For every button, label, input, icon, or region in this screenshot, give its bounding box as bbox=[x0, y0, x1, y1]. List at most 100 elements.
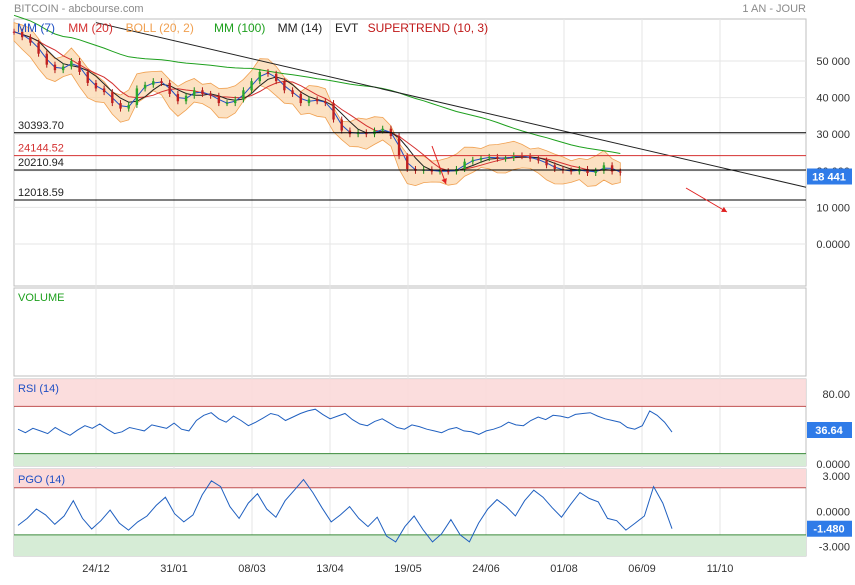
bollinger-band bbox=[13, 22, 621, 187]
candle-body bbox=[307, 99, 311, 104]
legend-item: MM (20) bbox=[68, 21, 113, 35]
rsi-last-value: 36.64 bbox=[815, 425, 843, 437]
candle-body bbox=[594, 170, 597, 173]
candle-body bbox=[152, 81, 155, 85]
arrow-1-shaft bbox=[431, 145, 447, 185]
candle-body bbox=[234, 99, 237, 104]
legend-item: MM (7) bbox=[17, 21, 55, 35]
candle-body bbox=[381, 128, 384, 131]
candle-body bbox=[168, 82, 171, 94]
candle-body bbox=[12, 31, 16, 33]
volume-label: VOLUME bbox=[18, 292, 64, 304]
rsi-line bbox=[17, 408, 673, 436]
candle-body bbox=[217, 95, 221, 104]
candle-body bbox=[553, 165, 556, 169]
rsi-value-tag bbox=[807, 422, 852, 438]
candle-body bbox=[160, 81, 163, 83]
candle-body bbox=[291, 90, 294, 94]
legend-item: BOLL (20, 2) bbox=[126, 21, 194, 35]
x-tick-label: 24/12 bbox=[82, 563, 110, 575]
period-label[interactable]: 1 AN - JOUR bbox=[742, 3, 806, 15]
y-tick-label: 50 000 bbox=[816, 56, 850, 68]
candle-body bbox=[119, 103, 122, 109]
candle-body bbox=[438, 171, 442, 173]
candle-body bbox=[496, 156, 499, 159]
candle-body bbox=[569, 170, 573, 172]
candle-body bbox=[135, 88, 139, 105]
candle-body bbox=[324, 101, 327, 104]
legend-item: SUPERTREND (10, 3) bbox=[368, 21, 488, 35]
x-tick-label: 11/10 bbox=[707, 563, 734, 575]
candle-body bbox=[299, 93, 302, 104]
x-tick-label: 31/01 bbox=[160, 563, 188, 575]
y-tick-label: 10 000 bbox=[816, 202, 850, 214]
candle-body bbox=[406, 156, 409, 169]
rsi-overbought-zone bbox=[14, 379, 806, 407]
y-tick-label: 0.0000 bbox=[816, 239, 850, 251]
candle-body bbox=[29, 37, 32, 43]
y-tick-label: 30 000 bbox=[816, 129, 850, 141]
arrow-2-shaft bbox=[685, 187, 728, 213]
arrow-2-head bbox=[721, 206, 727, 212]
rsi-tick: 80.00 bbox=[822, 389, 850, 401]
pgo-line bbox=[17, 478, 673, 543]
rsi-label: RSI (14) bbox=[18, 383, 59, 395]
last-price-value: 18 441 bbox=[812, 172, 846, 184]
pgo-tick: 3.000 bbox=[822, 471, 850, 483]
y-tick-label: 40 000 bbox=[816, 93, 850, 105]
candle-body bbox=[504, 157, 507, 159]
candle-body bbox=[610, 165, 614, 172]
candle-body bbox=[619, 171, 622, 173]
legend-item: MM (14) bbox=[278, 21, 323, 35]
candle-body bbox=[315, 99, 319, 102]
level-label: 12018.59 bbox=[18, 187, 64, 199]
x-tick-label: 08/03 bbox=[238, 563, 266, 575]
x-tick-label: 24/06 bbox=[472, 563, 500, 575]
panel-frame bbox=[13, 287, 807, 377]
candle-body bbox=[479, 157, 483, 160]
candle-body bbox=[78, 61, 81, 72]
candle-body bbox=[94, 82, 98, 89]
candle-body bbox=[463, 161, 466, 169]
pgo-tick: -3.000 bbox=[819, 542, 850, 554]
candle-body bbox=[397, 136, 401, 157]
candle-body bbox=[488, 156, 491, 158]
candle-body bbox=[176, 93, 180, 102]
x-tick-label: 13/04 bbox=[316, 563, 344, 575]
candle-body bbox=[242, 90, 245, 100]
candle-body bbox=[143, 84, 147, 89]
legend-item: MM (100) bbox=[214, 21, 265, 35]
candle-body bbox=[193, 90, 196, 96]
arrow-1-head bbox=[441, 178, 447, 184]
candle-body bbox=[250, 81, 253, 91]
candle-body bbox=[340, 119, 343, 131]
candle-body bbox=[274, 73, 278, 82]
rsi-oversold-zone bbox=[14, 453, 806, 466]
x-tick-label: 01/08 bbox=[550, 563, 578, 575]
trendline bbox=[95, 22, 807, 188]
panel-frame bbox=[13, 18, 807, 287]
level-label: 30393.70 bbox=[18, 120, 64, 132]
candle-body bbox=[37, 42, 40, 54]
candle-body bbox=[537, 158, 540, 161]
candle-body bbox=[70, 61, 73, 67]
candle-body bbox=[356, 132, 360, 135]
rsi-tick: 0.0000 bbox=[816, 459, 850, 471]
last-price-tag bbox=[807, 168, 852, 185]
candle-body bbox=[209, 93, 212, 96]
candle-body bbox=[53, 64, 57, 71]
x-tick-label: 19/05 bbox=[394, 563, 422, 575]
pgo-value-tag bbox=[807, 520, 852, 537]
candle-body bbox=[86, 71, 89, 83]
candle-body bbox=[266, 71, 270, 74]
candle-body bbox=[586, 168, 589, 173]
candle-body bbox=[225, 103, 229, 105]
candle-body bbox=[512, 155, 515, 158]
candle-body bbox=[102, 88, 106, 93]
x-tick-label: 06/09 bbox=[628, 563, 656, 575]
level-label: 24144.52 bbox=[18, 143, 64, 155]
candle-body bbox=[545, 160, 548, 166]
candle-body bbox=[45, 53, 48, 65]
